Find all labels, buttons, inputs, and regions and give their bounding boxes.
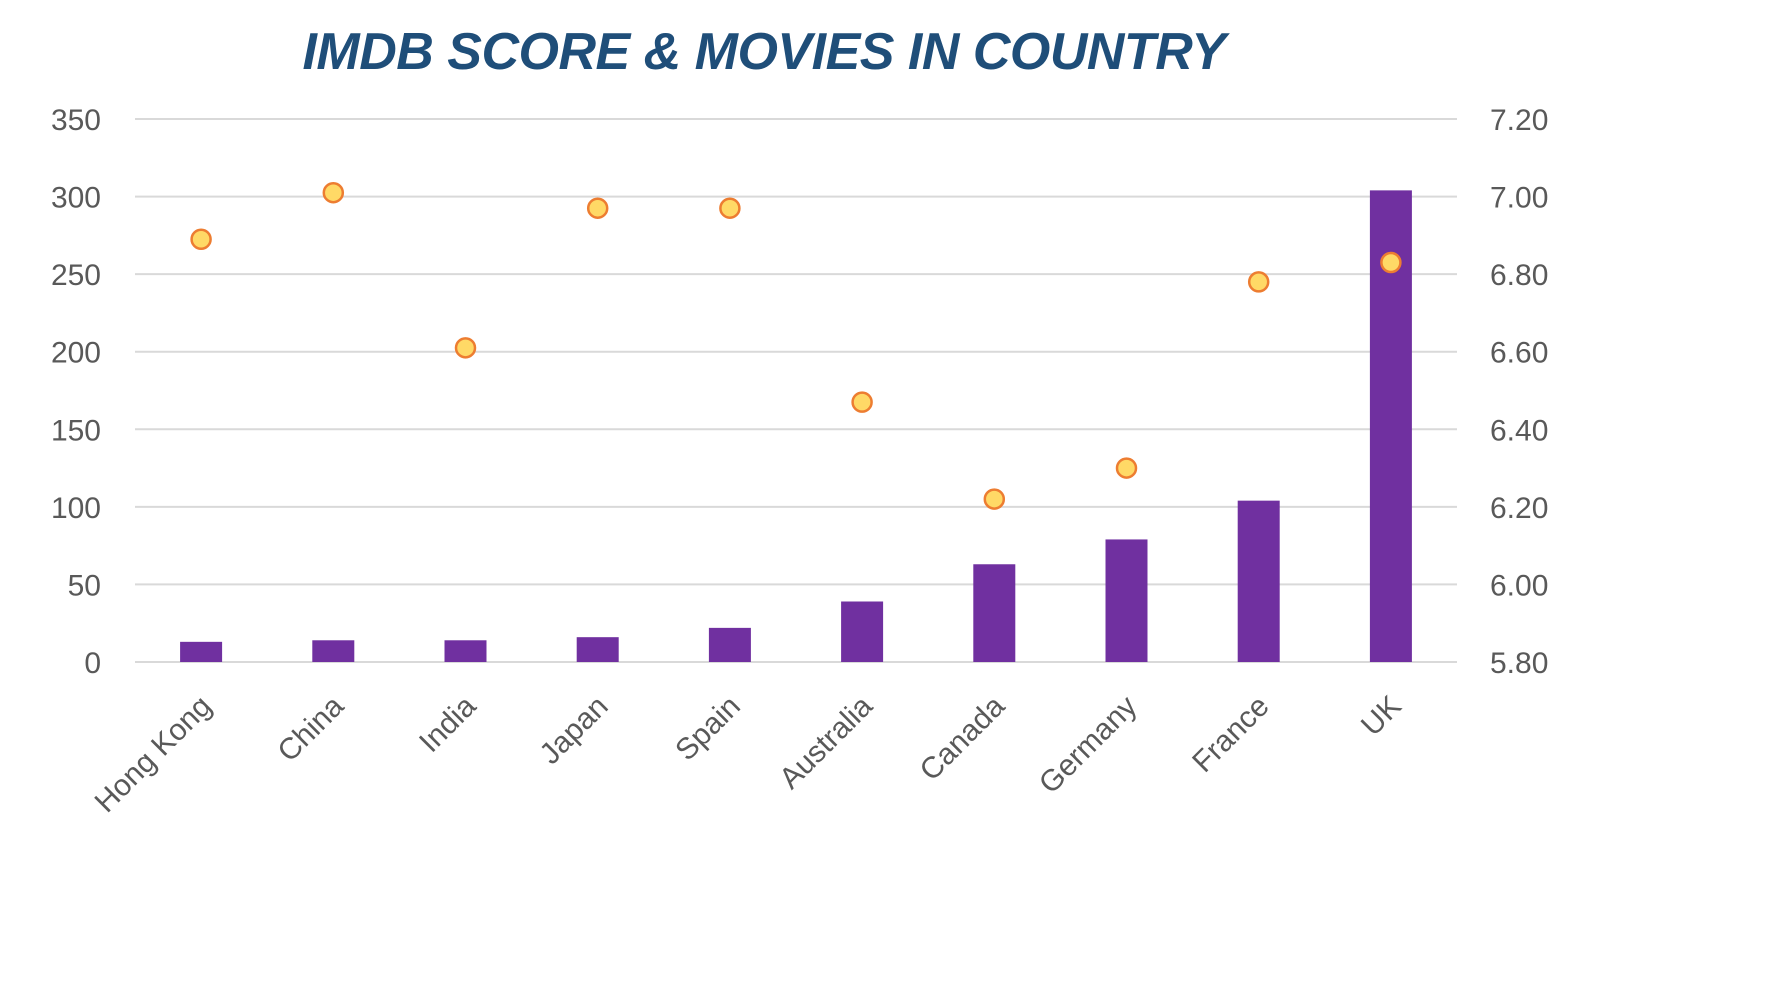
right-tick-label: 6.00 [1490, 569, 1548, 602]
left-tick-label: 0 [84, 647, 101, 680]
bar-australia [841, 601, 884, 662]
right-axis: 5.80 6.00 6.20 6.40 6.60 6.80 7.00 7.20 [1490, 104, 1548, 680]
category-label: Japan [534, 690, 615, 771]
bar-japan [576, 637, 619, 662]
category-label: Spain [669, 690, 747, 768]
score-point-india [454, 337, 477, 359]
score-point-china [322, 181, 345, 204]
score-point-spain [719, 197, 741, 219]
category-label: Germany [1033, 690, 1144, 801]
left-tick-label: 150 [51, 414, 101, 447]
category-label: UK [1355, 690, 1408, 743]
imdb-score-points [190, 181, 1402, 510]
right-tick-label: 5.80 [1490, 647, 1548, 680]
bar-spain [708, 627, 751, 662]
score-point-canada [983, 488, 1006, 510]
left-tick-label: 300 [51, 182, 101, 215]
category-label: Canada [914, 689, 1012, 787]
score-point-japan [586, 197, 609, 219]
bar-china [312, 640, 355, 662]
left-tick-label: 200 [51, 337, 101, 370]
right-tick-label: 7.20 [1490, 104, 1548, 137]
category-label: France [1186, 690, 1275, 779]
score-point-uk [1380, 251, 1402, 274]
score-point-germany [1115, 457, 1138, 479]
bar-canada [973, 564, 1016, 662]
movie-count-bars [180, 190, 1412, 662]
x-axis-categories: Hong Kong China India Japan Spain Australia Ca… [89, 689, 1408, 819]
bar-hong-kong [180, 641, 223, 662]
score-point-hong-kong [190, 228, 212, 250]
bar-india [444, 640, 487, 662]
left-tick-label: 350 [51, 104, 101, 137]
right-tick-label: 6.60 [1490, 337, 1548, 370]
score-point-france [1247, 271, 1270, 293]
left-axis: 0 50 100 150 200 250 300 350 [51, 104, 101, 680]
category-label: Hong Kong [89, 690, 218, 819]
gridlines [135, 118, 1457, 663]
category-label: India [413, 689, 483, 759]
category-label: China [271, 689, 350, 768]
right-tick-label: 6.20 [1490, 492, 1548, 525]
right-tick-label: 6.40 [1490, 414, 1548, 447]
left-tick-label: 100 [51, 492, 101, 525]
right-tick-label: 6.80 [1490, 259, 1548, 292]
category-label: Australia [773, 689, 879, 795]
bar-france [1237, 500, 1280, 662]
score-point-australia [851, 391, 873, 413]
left-tick-label: 250 [51, 259, 101, 292]
chart-title: IMDB SCORE & MOVIES IN COUNTRY [302, 23, 1226, 81]
right-tick-label: 7.00 [1490, 182, 1548, 215]
bar-germany [1105, 539, 1148, 662]
left-tick-label: 50 [68, 569, 101, 602]
